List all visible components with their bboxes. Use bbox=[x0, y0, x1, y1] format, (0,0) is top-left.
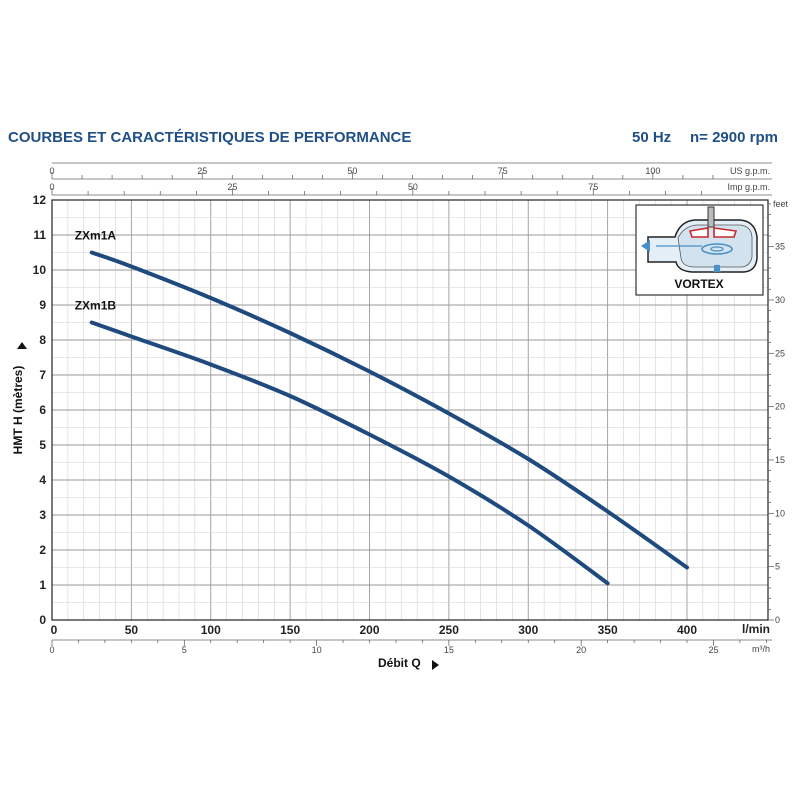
m3h-axis: 0 5 10 15 20 25 bbox=[49, 640, 767, 655]
y-tick-label: 5 bbox=[39, 438, 46, 452]
imp-gpm-axis: 0 25 50 75 bbox=[49, 182, 702, 195]
vortex-label: VORTEX bbox=[674, 277, 723, 291]
y-tick-label: 3 bbox=[39, 508, 46, 522]
x-tick-label: 50 bbox=[125, 623, 139, 637]
series-line-ZXm1A bbox=[89, 250, 689, 570]
x-unit-label: l/min bbox=[742, 622, 770, 636]
feet-tick-label: 10 bbox=[775, 508, 785, 518]
us-gpm-tick-label: 0 bbox=[49, 166, 54, 176]
y-tick-label: 1 bbox=[39, 578, 46, 592]
us-gpm-tick-label: 100 bbox=[645, 166, 660, 176]
y-tick-label: 9 bbox=[39, 298, 46, 312]
x-tick-label: 200 bbox=[359, 623, 379, 637]
speed-label: n= 2900 rpm bbox=[690, 129, 778, 146]
feet-tick-label: 20 bbox=[775, 402, 785, 412]
series-group: ZXm1A ZXm1B bbox=[75, 229, 689, 586]
us-gpm-tick-label: 50 bbox=[347, 166, 357, 176]
m3h-tick-label: 25 bbox=[708, 645, 718, 655]
feet-tick-label: 30 bbox=[775, 295, 785, 305]
vortex-inset: VORTEX bbox=[635, 204, 764, 296]
plot-frame bbox=[51, 199, 769, 621]
x-axis-arrow-icon bbox=[432, 660, 439, 670]
y-tick-label: 12 bbox=[33, 193, 47, 207]
series-label-ZXm1B: ZXm1B bbox=[75, 299, 117, 313]
feet-axis: 0 5 10 15 20 25 30 35 bbox=[768, 203, 785, 625]
m3h-unit: m³/h bbox=[752, 644, 770, 654]
chart-title: COURBES ET CARACTÉRISTIQUES DE PERFORMAN… bbox=[8, 129, 411, 146]
y-tick-label: 4 bbox=[39, 473, 46, 487]
x-tick-label: 0 bbox=[51, 623, 58, 637]
feet-tick-label: 25 bbox=[775, 348, 785, 358]
us-gpm-unit: US g.p.m. bbox=[730, 166, 770, 176]
y-tick-label: 6 bbox=[39, 403, 46, 417]
x-tick-label: 350 bbox=[598, 623, 618, 637]
x-tick-label: 100 bbox=[201, 623, 221, 637]
x-tick-label: 150 bbox=[280, 623, 300, 637]
y-tick-label: 0 bbox=[39, 613, 46, 627]
feet-unit: feet bbox=[773, 199, 789, 209]
imp-gpm-unit: Imp g.p.m. bbox=[727, 182, 770, 192]
x-tick-label: 300 bbox=[518, 623, 538, 637]
x-tick-label: 250 bbox=[439, 623, 459, 637]
y-tick-label: 10 bbox=[33, 263, 47, 277]
series-line-ZXm1B bbox=[89, 320, 610, 586]
feet-tick-label: 15 bbox=[775, 455, 785, 465]
y-axis-title: HMT H (mètres) bbox=[11, 366, 25, 455]
x-axis-title: Débit Q bbox=[378, 656, 421, 670]
vortex-pump-icon bbox=[641, 206, 758, 273]
feet-tick-label: 35 bbox=[775, 242, 785, 252]
imp-gpm-tick-label: 50 bbox=[408, 182, 418, 192]
m3h-tick-label: 5 bbox=[182, 645, 187, 655]
m3h-tick-label: 15 bbox=[444, 645, 454, 655]
feet-tick-label: 5 bbox=[775, 562, 780, 572]
feet-tick-label: 0 bbox=[775, 615, 780, 625]
m3h-tick-label: 10 bbox=[312, 645, 322, 655]
x-axis: 0 50 100 150 200 250 300 350 400 bbox=[51, 623, 698, 637]
y-tick-label: 11 bbox=[33, 228, 46, 242]
m3h-tick-label: 0 bbox=[49, 645, 54, 655]
imp-gpm-tick-label: 0 bbox=[49, 182, 54, 192]
imp-gpm-tick-label: 25 bbox=[227, 182, 237, 192]
y-axis-arrow-icon bbox=[17, 342, 27, 349]
y-tick-label: 8 bbox=[39, 333, 46, 347]
x-tick-label: 400 bbox=[677, 623, 697, 637]
us-gpm-tick-label: 25 bbox=[197, 166, 207, 176]
us-gpm-tick-label: 75 bbox=[498, 166, 508, 176]
imp-gpm-tick-label: 75 bbox=[588, 182, 598, 192]
m3h-tick-label: 20 bbox=[576, 645, 586, 655]
y-tick-label: 2 bbox=[39, 543, 46, 557]
series-label-ZXm1A: ZXm1A bbox=[75, 229, 117, 243]
y-tick-label: 7 bbox=[39, 368, 46, 382]
frequency-label: 50 Hz bbox=[632, 129, 671, 146]
us-gpm-axis: 0 25 50 75 100 bbox=[49, 166, 714, 179]
